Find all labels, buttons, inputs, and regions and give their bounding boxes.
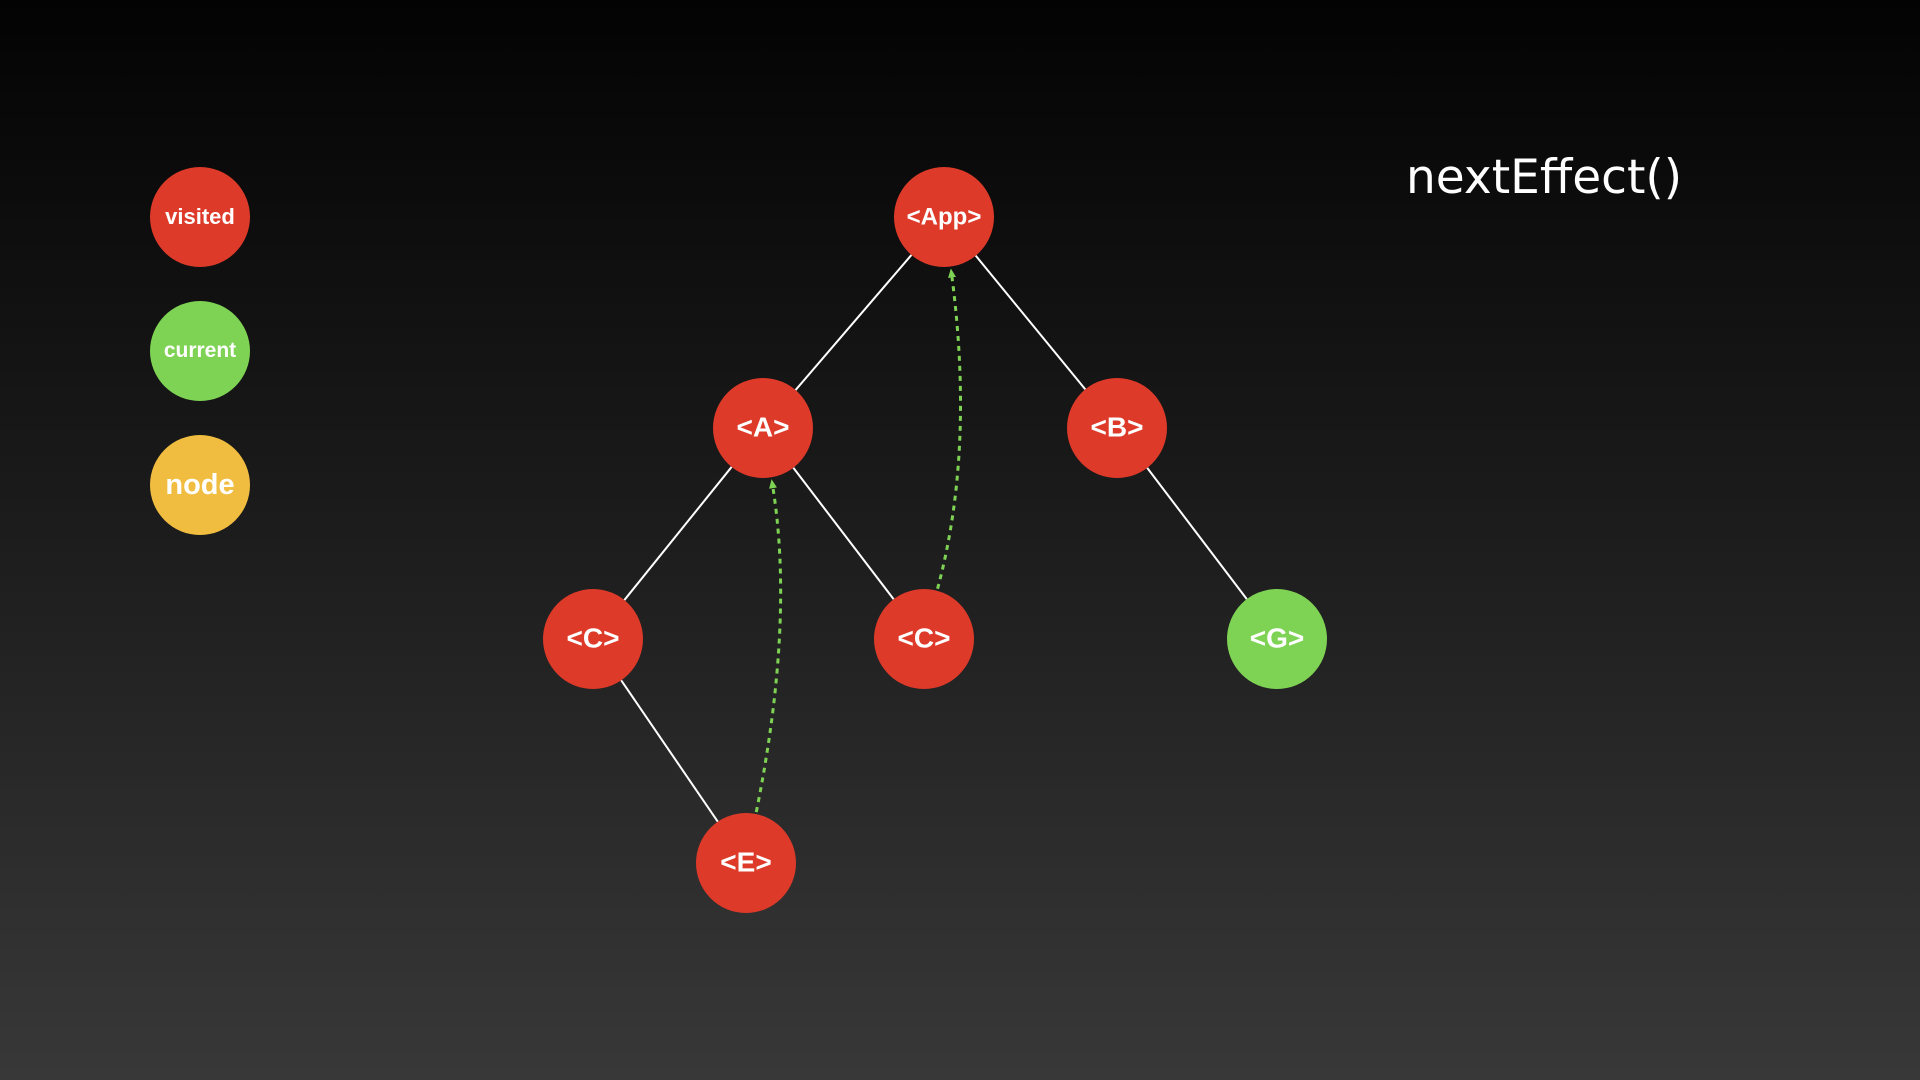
function-label: nextEffect() (1406, 150, 1683, 205)
node-label-g: <G> (1250, 622, 1304, 653)
tree-edges (620, 254, 1248, 823)
node-circle-app (894, 167, 994, 267)
return-arrow-e-to-a (754, 479, 783, 813)
edge-a-c1 (623, 466, 733, 601)
node-label-e: <E> (720, 846, 771, 877)
edge-app-b (974, 255, 1087, 390)
tree-node-a: <A> (713, 378, 813, 478)
tree-nodes: <App> <A> <B> <C> <C> <G> <E> (543, 167, 1327, 913)
edge-a-c2 (792, 467, 895, 600)
legend-visited: visited (150, 167, 250, 267)
node-circle-e (696, 813, 796, 913)
tree-node-e: <E> (696, 813, 796, 913)
return-arrows (754, 268, 963, 813)
tree-node-c1: <C> (543, 589, 643, 689)
legend-current: current (150, 301, 250, 401)
legend-node: node (150, 435, 250, 535)
node-circle-g (1227, 589, 1327, 689)
edge-b-g (1146, 467, 1248, 600)
node-circle-c1 (543, 589, 643, 689)
tree-node-g: <G> (1227, 589, 1327, 689)
node-circle-b (1067, 378, 1167, 478)
node-label-a: <A> (737, 411, 790, 442)
tree-node-app: <App> (894, 167, 994, 267)
node-label-c1: <C> (567, 622, 620, 653)
tree-node-b: <B> (1067, 378, 1167, 478)
node-circle-c2 (874, 589, 974, 689)
node-circle-a (713, 378, 813, 478)
edge-app-a (794, 254, 913, 391)
return-arrow-c2-to-app (936, 268, 963, 590)
node-label-c2: <C> (898, 622, 951, 653)
node-label-b: <B> (1091, 411, 1144, 442)
edge-c1-e (620, 679, 719, 823)
node-label-app: <App> (907, 203, 982, 230)
tree-node-c2: <C> (874, 589, 974, 689)
